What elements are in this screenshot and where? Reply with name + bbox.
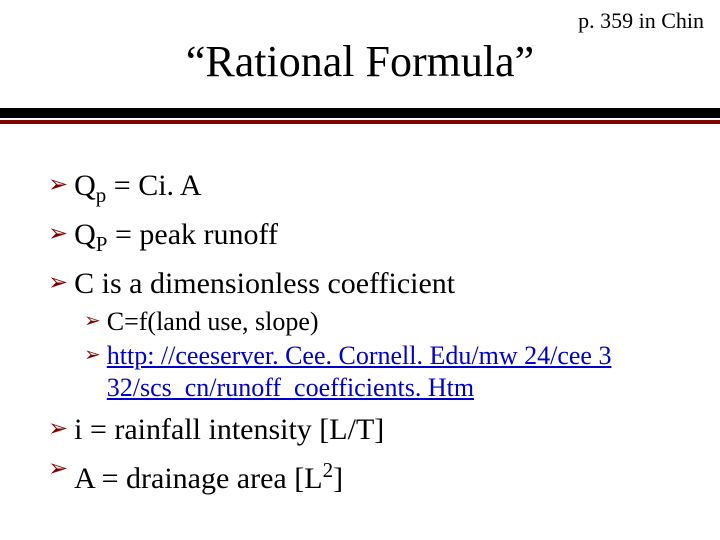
content-area: ➢ Qp = Ci. A ➢ QP = peak runoff ➢ C is a… (48, 168, 696, 501)
item-text: QP = peak runoff (74, 217, 278, 262)
item-text: A = drainage area [L2] (74, 452, 343, 497)
rule-maroon (0, 120, 720, 124)
item-text: C=f(land use, slope) (107, 306, 319, 338)
slide-title: “Rational Formula” (0, 36, 720, 87)
bullet-icon: ➢ (48, 217, 68, 251)
list-item: ➢ Qp = Ci. A (48, 168, 696, 213)
bullet-icon: ➢ (48, 266, 68, 300)
bullet-icon: ➢ (48, 452, 68, 486)
link-text-line1[interactable]: http: //ceeserver. Cee. Cornell. Edu/mw … (107, 341, 612, 370)
title-rule (0, 108, 720, 124)
link-text-line2[interactable]: 32/scs_cn/runoff_coefficients. Htm (107, 373, 474, 402)
list-item: ➢ C=f(land use, slope) (84, 306, 696, 338)
bullet-icon: ➢ (84, 340, 101, 370)
bullet-icon: ➢ (48, 168, 68, 202)
page-reference: p. 359 in Chin (578, 8, 704, 34)
bullet-icon: ➢ (84, 306, 101, 336)
item-link[interactable]: http: //ceeserver. Cee. Cornell. Edu/mw … (107, 340, 612, 404)
list-item: ➢ http: //ceeserver. Cee. Cornell. Edu/m… (84, 340, 696, 404)
list-item: ➢ C is a dimensionless coefficient (48, 266, 696, 302)
item-text: i = rainfall intensity [L/T] (74, 412, 384, 448)
rule-black (0, 108, 720, 118)
list-item: ➢ A = drainage area [L2] (48, 452, 696, 497)
item-text: Qp = Ci. A (74, 168, 201, 213)
item-text: C is a dimensionless coefficient (74, 266, 455, 302)
list-item: ➢ QP = peak runoff (48, 217, 696, 262)
list-item: ➢ i = rainfall intensity [L/T] (48, 412, 696, 448)
bullet-icon: ➢ (48, 412, 68, 446)
